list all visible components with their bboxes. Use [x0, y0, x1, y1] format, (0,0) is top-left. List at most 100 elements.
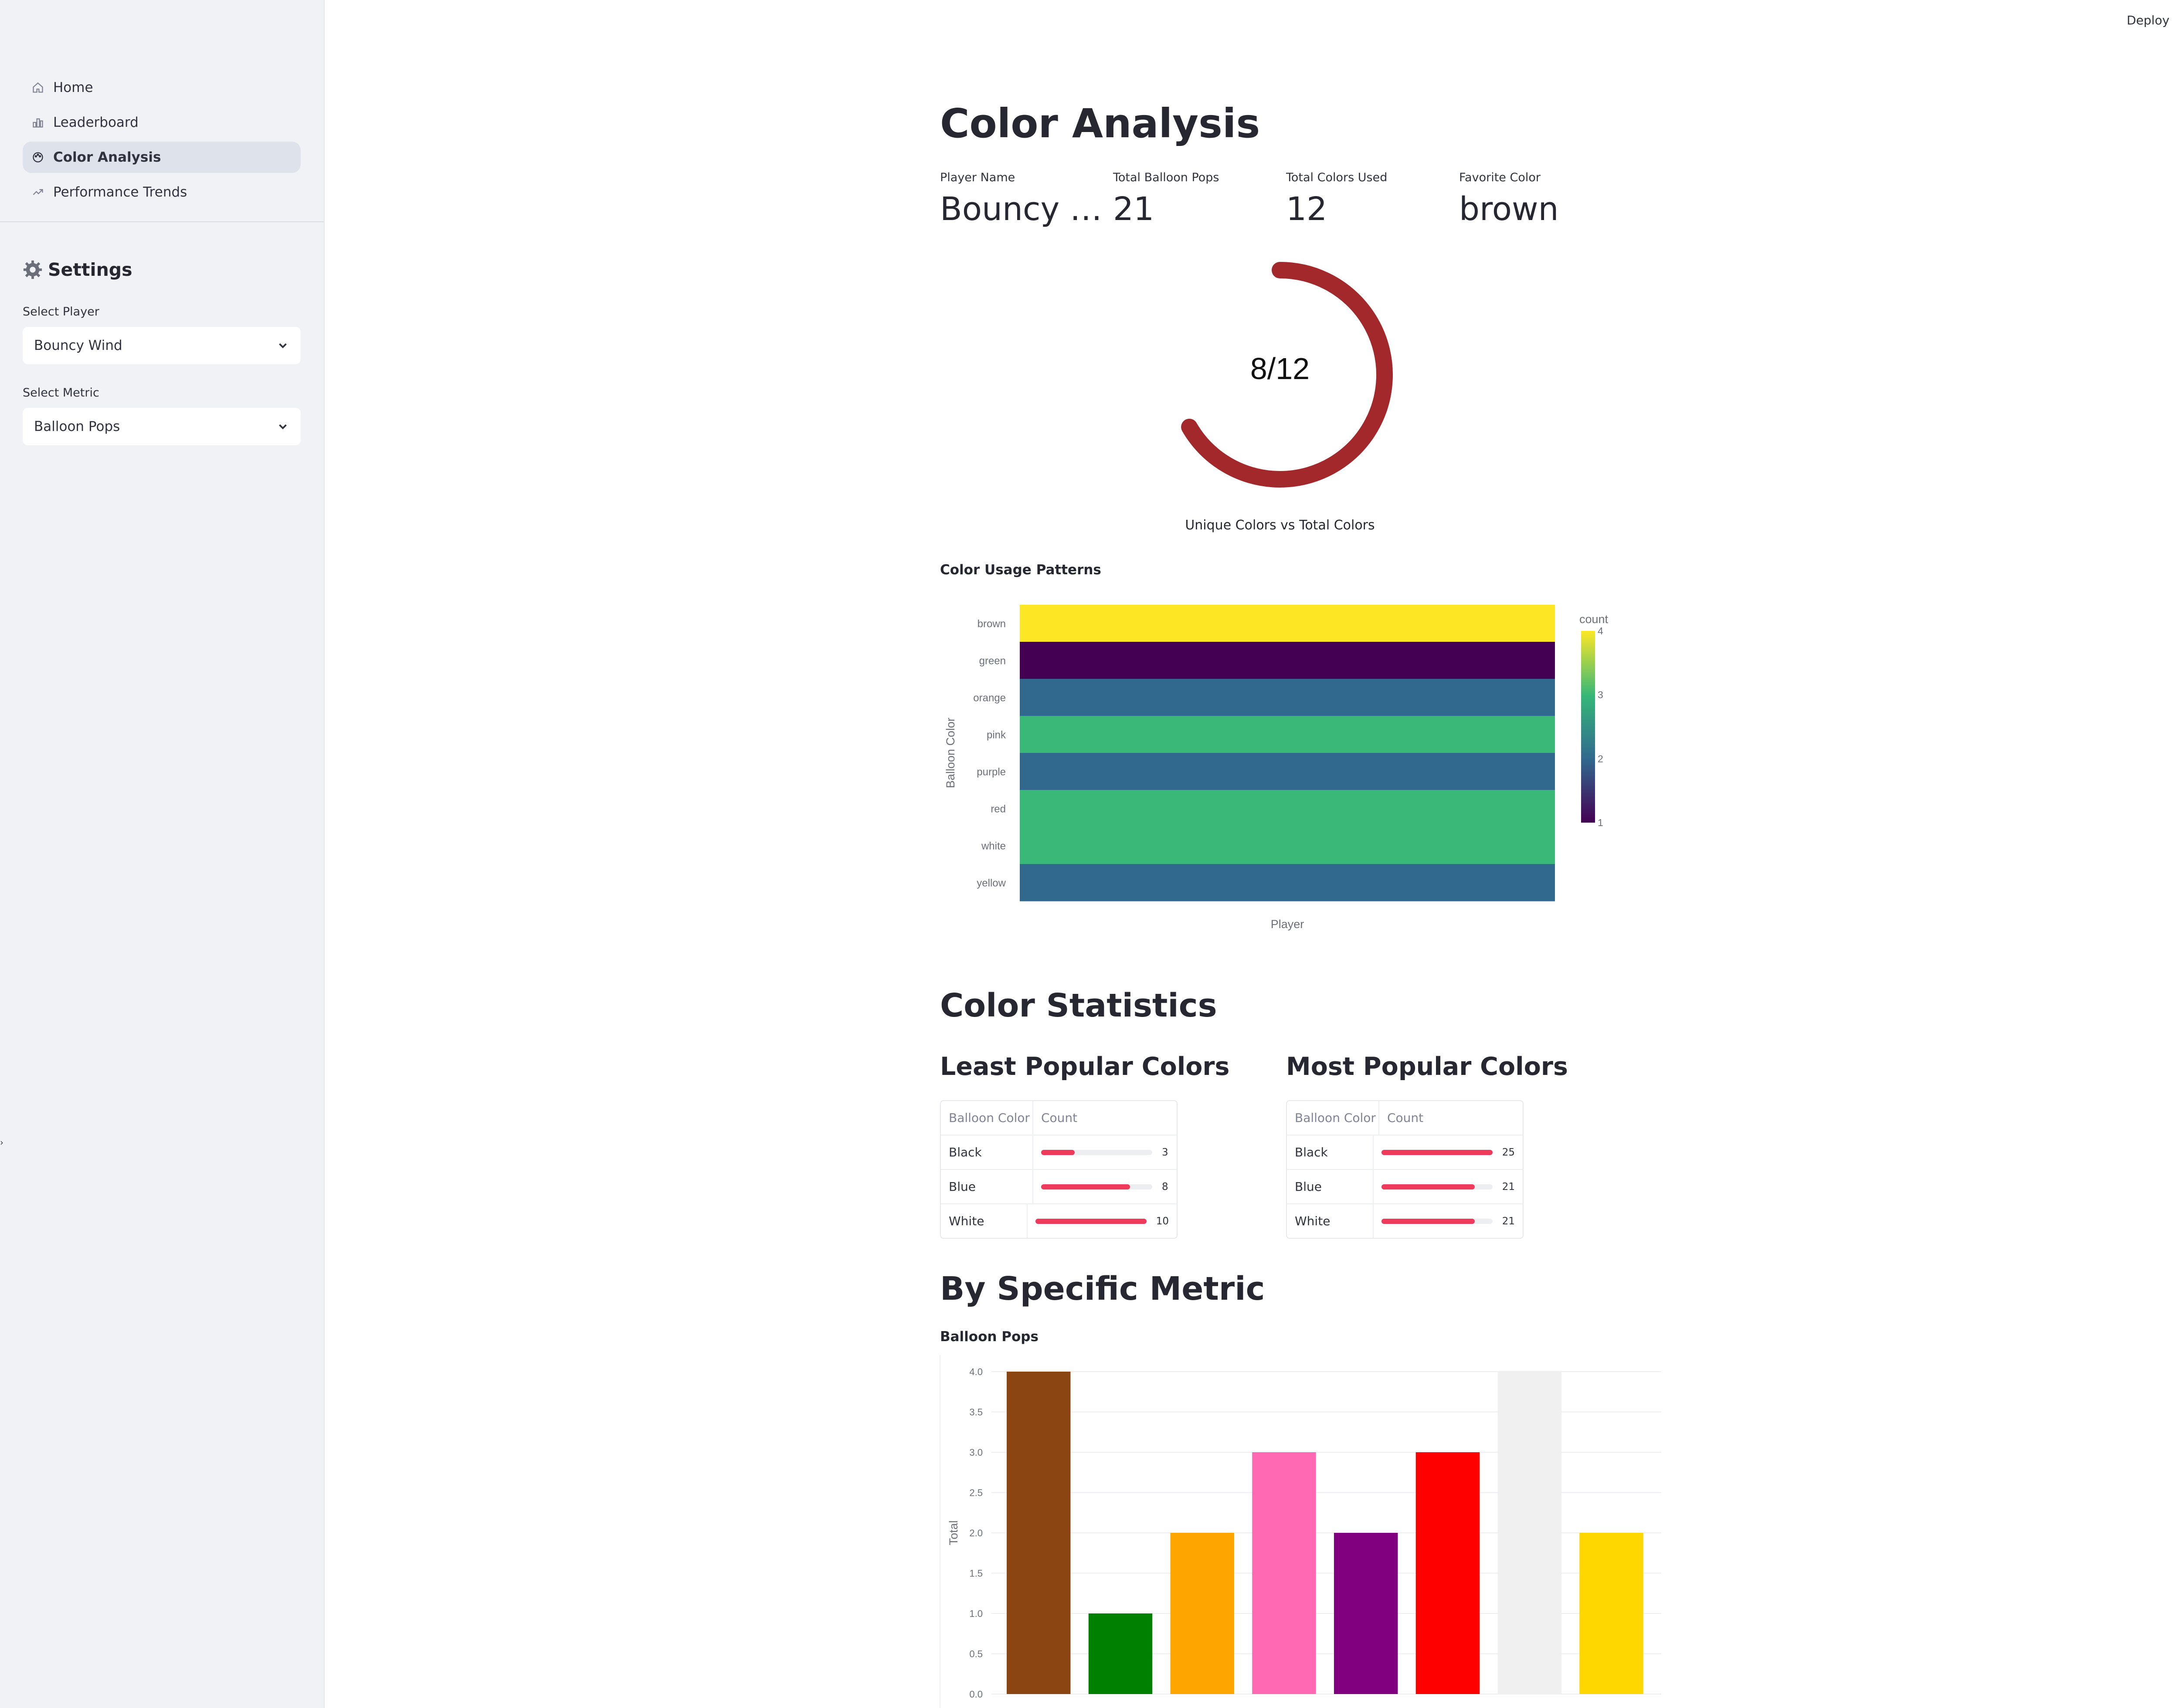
table-row[interactable]: Black 3 — [941, 1135, 1177, 1170]
y-axis-label: Total — [947, 1520, 960, 1545]
deploy-button[interactable]: Deploy — [2127, 13, 2170, 27]
bar-red[interactable] — [1415, 1452, 1480, 1694]
sidebar-item-leaderboard[interactable]: Leaderboard — [23, 107, 301, 138]
metric-total-pops: Total Balloon Pops 21 — [1113, 171, 1279, 228]
by-metric-heading: By Specific Metric — [940, 1270, 1265, 1308]
palette-icon — [31, 151, 44, 164]
table-row[interactable]: White 10 — [941, 1204, 1177, 1238]
column-header-count[interactable]: Count — [1387, 1111, 1424, 1125]
cell-count: 8 — [1033, 1170, 1177, 1203]
y-tick-label: 1.0 — [969, 1608, 983, 1619]
y-tick-label: 4.0 — [969, 1366, 983, 1377]
cell-color: White — [1287, 1204, 1374, 1238]
heatmap-x-axis-label: Player — [1271, 918, 1304, 931]
table-row[interactable]: White 21 — [1287, 1204, 1523, 1238]
y-tick-label: 2.5 — [969, 1488, 983, 1498]
y-tick-label: 0.5 — [969, 1649, 983, 1660]
count-bar-fill — [1381, 1184, 1475, 1190]
heatmap-cell-green — [1020, 642, 1555, 679]
most-popular-table[interactable]: Balloon Color Count Black 25 Blue 21 White 21 — [1286, 1100, 1524, 1239]
heatmap-row-label: green — [979, 655, 1006, 667]
color-statistics-heading: Color Statistics — [940, 987, 1217, 1024]
heatmap-cell-red — [1020, 790, 1555, 827]
metric-value: 21 — [1113, 190, 1154, 228]
colorbar-tick-label: 1 — [1598, 817, 1603, 828]
select-metric-dropdown[interactable]: Balloon Pops — [23, 408, 301, 445]
table-row[interactable]: Blue 21 — [1287, 1170, 1523, 1204]
cell-color: Blue — [941, 1170, 1033, 1203]
bar-white[interactable] — [1497, 1372, 1561, 1694]
cell-color: Black — [941, 1135, 1033, 1169]
balloon-pops-bar-chart: 0.0 0.5 1.0 1.5 2.0 2.5 3.0 3.5 4.0 Total — [940, 1355, 1661, 1708]
count-bar-track — [1035, 1218, 1147, 1224]
bar-yellow[interactable] — [1579, 1533, 1643, 1694]
y-tick-label: 1.5 — [969, 1568, 983, 1579]
settings-heading: Settings — [23, 259, 132, 280]
colorbar-tick-label: 3 — [1598, 689, 1603, 701]
bar-brown[interactable] — [1007, 1372, 1071, 1694]
cell-color: Blue — [1287, 1170, 1374, 1203]
bar-purple[interactable] — [1334, 1533, 1398, 1694]
gauge-value-text: 8/12 — [1250, 352, 1310, 386]
heatmap-cell-white — [1020, 827, 1555, 864]
column-header-color[interactable]: Balloon Color — [1287, 1101, 1379, 1135]
y-tick-label: 2.0 — [969, 1528, 983, 1539]
y-tick-label: 0.0 — [969, 1689, 983, 1700]
bar-green[interactable] — [1088, 1613, 1153, 1694]
count-bar-fill — [1381, 1149, 1493, 1155]
table-row[interactable]: Black 25 — [1287, 1135, 1523, 1170]
sidebar-item-home[interactable]: Home — [23, 72, 301, 103]
heatmap-cell-yellow — [1020, 864, 1555, 901]
count-value: 21 — [1502, 1181, 1515, 1193]
chevron-down-icon — [279, 424, 287, 430]
count-value: 3 — [1162, 1146, 1168, 1158]
heatmap-y-axis-label: Balloon Color — [944, 718, 957, 788]
select-player-dropdown[interactable]: Bouncy Wind — [23, 327, 301, 364]
sidebar-item-label: Performance Trends — [53, 184, 187, 200]
bar-pink[interactable] — [1252, 1452, 1316, 1694]
metric-label: Total Balloon Pops — [1113, 171, 1219, 184]
sidebar-item-performance-trends[interactable]: Performance Trends — [23, 176, 301, 208]
sidebar-divider — [0, 221, 324, 222]
count-value: 25 — [1502, 1146, 1515, 1158]
sidebar-nav: Home Leaderboard Color Analysis Performa… — [23, 72, 301, 211]
heatmap-cell-purple — [1020, 753, 1555, 790]
sidebar-item-label: Leaderboard — [53, 115, 139, 130]
count-bar-fill — [1041, 1184, 1130, 1190]
sidebar-item-label: Home — [53, 80, 93, 95]
least-popular-table[interactable]: Balloon Color Count Black 3 Blue 8 White 10 — [940, 1100, 1178, 1239]
cell-count: 21 — [1374, 1170, 1523, 1203]
cell-count: 21 — [1374, 1204, 1523, 1238]
bar-orange[interactable] — [1170, 1533, 1234, 1694]
heatmap-row-label: orange — [973, 692, 1006, 704]
count-value: 8 — [1162, 1181, 1168, 1193]
table-header-row: Balloon Color Count — [941, 1101, 1177, 1135]
least-popular-heading: Least Popular Colors — [940, 1052, 1230, 1081]
metric-label: Player Name — [940, 171, 1015, 184]
leaderboard-icon — [31, 116, 44, 129]
metric-player-name: Player Name Bouncy … — [940, 171, 1106, 228]
sidebar-item-color-analysis[interactable]: Color Analysis — [23, 142, 301, 173]
gauge-caption: Unique Colors vs Total Colors — [1185, 518, 1375, 533]
colorbar-title: count — [1579, 613, 1609, 626]
heatmap-row-label: purple — [977, 766, 1006, 778]
column-header-color[interactable]: Balloon Color — [941, 1101, 1033, 1135]
metric-total-colors: Total Colors Used 12 — [1286, 171, 1452, 228]
color-usage-heatmap: brown green orange pink purple red white yellow… — [944, 605, 1609, 931]
table-header-row: Balloon Color Count — [1287, 1101, 1523, 1135]
metric-label: Favorite Color — [1459, 171, 1541, 184]
heatmap-row-label: white — [981, 840, 1006, 852]
count-bar-track — [1041, 1149, 1152, 1155]
home-icon — [31, 81, 44, 94]
column-header-count[interactable]: Count — [1041, 1111, 1078, 1125]
table-row[interactable]: Blue 8 — [941, 1170, 1177, 1204]
cell-count: 3 — [1033, 1135, 1177, 1169]
metric-value: Bouncy … — [940, 190, 1102, 228]
select-metric-label: Select Metric — [23, 386, 99, 400]
colorbar-tick-label: 4 — [1598, 625, 1603, 637]
trend-icon — [31, 186, 44, 199]
heatmap-row-label: pink — [987, 729, 1006, 741]
metric-favorite-color: Favorite Color brown — [1459, 171, 1625, 228]
heatmap-colorbar — [1581, 631, 1595, 823]
cell-color: White — [941, 1204, 1028, 1238]
